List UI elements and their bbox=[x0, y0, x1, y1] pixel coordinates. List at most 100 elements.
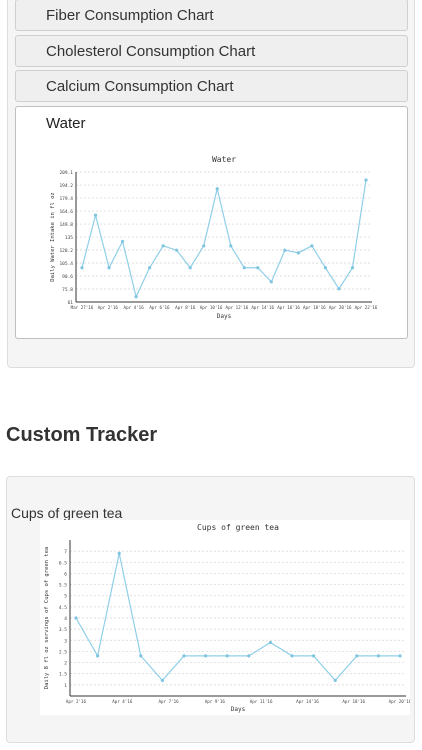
x-tick-label: Apr 9'16 bbox=[205, 699, 226, 704]
data-point bbox=[229, 244, 233, 248]
data-point bbox=[117, 551, 121, 555]
y-tick-label: 4.5 bbox=[59, 605, 67, 611]
data-point bbox=[310, 244, 314, 248]
data-point bbox=[160, 678, 164, 682]
data-point bbox=[268, 640, 272, 645]
data-point bbox=[350, 266, 355, 270]
accordion-water-chart[interactable]: Water bbox=[15, 106, 408, 140]
custom-tracker-title: Custom Tracker bbox=[6, 424, 158, 446]
green-tea-chart: Cups of green tea 1 1.5 2 2.5 3 3.5 4 4.5 5 5.5 6 6.… bbox=[40, 520, 412, 715]
x-tick-label: Apr 8'16 bbox=[175, 305, 196, 310]
accordion-calcium-chart[interactable]: Calcium Consumption Chart bbox=[15, 70, 408, 102]
x-tick-label: Apr 18'16 bbox=[303, 305, 326, 310]
data-point bbox=[283, 248, 287, 252]
data-point bbox=[202, 244, 206, 248]
x-tick-label: Mar 27'16 bbox=[71, 305, 94, 310]
y-tick-label: 5.5 bbox=[59, 583, 67, 589]
y-tick-label: 6 bbox=[64, 571, 67, 577]
x-tick-label: Apr 7'16 bbox=[158, 699, 179, 704]
data-point bbox=[355, 654, 359, 658]
data-point bbox=[269, 280, 273, 284]
x-axis-label: Days bbox=[217, 313, 232, 320]
y-tick-label: 1 bbox=[64, 683, 67, 689]
data-point bbox=[80, 266, 84, 270]
y-tick-label: 6.5 bbox=[59, 560, 67, 566]
chart-title: Water bbox=[212, 155, 236, 164]
x-tick-label: Apr 14'16 bbox=[251, 305, 274, 310]
y-tick-label: 149.8 bbox=[59, 222, 73, 228]
x-tick-label: Apr 2'16 bbox=[98, 305, 119, 310]
x-tick-label: Apr 18'16 bbox=[342, 699, 365, 704]
data-point bbox=[161, 244, 165, 248]
data-point bbox=[290, 654, 294, 658]
x-tick-label: Apr 12'16 bbox=[226, 305, 249, 310]
data-point bbox=[93, 213, 98, 217]
data-point bbox=[204, 654, 208, 658]
data-point bbox=[364, 178, 368, 182]
y-axis-label: Daily 8 fl oz servings of Cups of green … bbox=[44, 547, 50, 689]
y-axis-label: Daily Water Intake in fl oz bbox=[50, 192, 56, 281]
data-point bbox=[247, 654, 251, 658]
y-tick-label: 2 bbox=[64, 661, 67, 667]
data-point bbox=[337, 287, 341, 291]
data-point bbox=[312, 654, 316, 658]
x-tick-label: Apr 6'16 bbox=[149, 305, 170, 310]
series-line bbox=[81, 179, 367, 299]
data-point bbox=[242, 266, 246, 270]
water-chart-svg: Water 61 75.8 90.6 105.4 120.2 135 149.8 164.6 17… bbox=[50, 155, 378, 320]
accordion-fiber-chart[interactable]: Fiber Consumption Chart bbox=[15, 0, 408, 31]
data-point bbox=[139, 654, 143, 658]
y-tick-label: 209.1 bbox=[59, 170, 73, 176]
y-tick-label: 90.6 bbox=[62, 274, 73, 280]
data-point bbox=[215, 187, 219, 191]
data-point bbox=[182, 654, 186, 658]
data-point bbox=[256, 266, 260, 270]
data-point bbox=[134, 295, 138, 299]
y-tick-label: 164.6 bbox=[59, 209, 73, 215]
y-tick-label: 135 bbox=[65, 235, 73, 241]
x-tick-label: Apr 20'16 bbox=[389, 699, 410, 704]
x-tick-label: Apr 4'16 bbox=[112, 699, 133, 704]
accordion-cholesterol-chart[interactable]: Cholesterol Consumption Chart bbox=[15, 35, 408, 67]
chart-title: Cups of green tea bbox=[197, 523, 279, 532]
x-tick-label: Apr 16'16 bbox=[277, 305, 300, 310]
y-tick-label: 75.8 bbox=[62, 287, 73, 293]
data-point bbox=[323, 266, 328, 270]
data-point bbox=[376, 654, 380, 658]
x-tick-label: Apr 10'16 bbox=[200, 305, 223, 310]
y-tick-label: 194.2 bbox=[59, 183, 73, 189]
y-tick-label: 120.2 bbox=[59, 248, 73, 254]
y-tick-label: 7 bbox=[64, 549, 67, 555]
data-point bbox=[333, 678, 337, 682]
tracker-label: Cups of green tea bbox=[11, 505, 123, 521]
data-point bbox=[120, 239, 125, 244]
x-tick-label: Apr 4'16 bbox=[124, 305, 145, 310]
data-point bbox=[96, 654, 100, 658]
x-tick-label: Apr 20'16 bbox=[329, 305, 352, 310]
y-tick-label: 61 bbox=[68, 300, 74, 306]
data-point bbox=[296, 251, 300, 255]
data-point bbox=[225, 654, 229, 658]
x-tick-label: Apr 11'16 bbox=[250, 699, 273, 704]
x-axis-label: Days bbox=[231, 706, 246, 713]
y-tick-label: 3.5 bbox=[59, 627, 67, 633]
y-tick-label: 3 bbox=[64, 638, 67, 644]
y-tick-label: 4 bbox=[64, 616, 67, 622]
y-tick-label: 1.5 bbox=[59, 672, 67, 678]
water-chart: Water 61 75.8 90.6 105.4 120.2 135 149.8 164.6 17… bbox=[46, 148, 378, 326]
x-tick-label: Apr 22'16 bbox=[355, 305, 378, 310]
x-tick-label: Apr 14'16 bbox=[296, 699, 319, 704]
x-tick-label: Apr 2'16 bbox=[66, 699, 87, 704]
data-point bbox=[175, 248, 179, 252]
series-line bbox=[75, 553, 400, 682]
y-tick-label: 179.4 bbox=[59, 196, 73, 202]
data-point bbox=[107, 266, 111, 270]
y-tick-label: 2.5 bbox=[59, 649, 67, 655]
green-tea-chart-svg: Cups of green tea 1 1.5 2 2.5 3 3.5 4 4.5 5 5.5 6 6.… bbox=[44, 523, 412, 713]
data-point bbox=[398, 654, 402, 658]
data-point bbox=[148, 266, 152, 270]
data-point bbox=[188, 266, 192, 270]
data-point bbox=[74, 616, 78, 620]
y-tick-label: 5 bbox=[64, 594, 67, 600]
y-tick-label: 105.4 bbox=[59, 261, 73, 267]
